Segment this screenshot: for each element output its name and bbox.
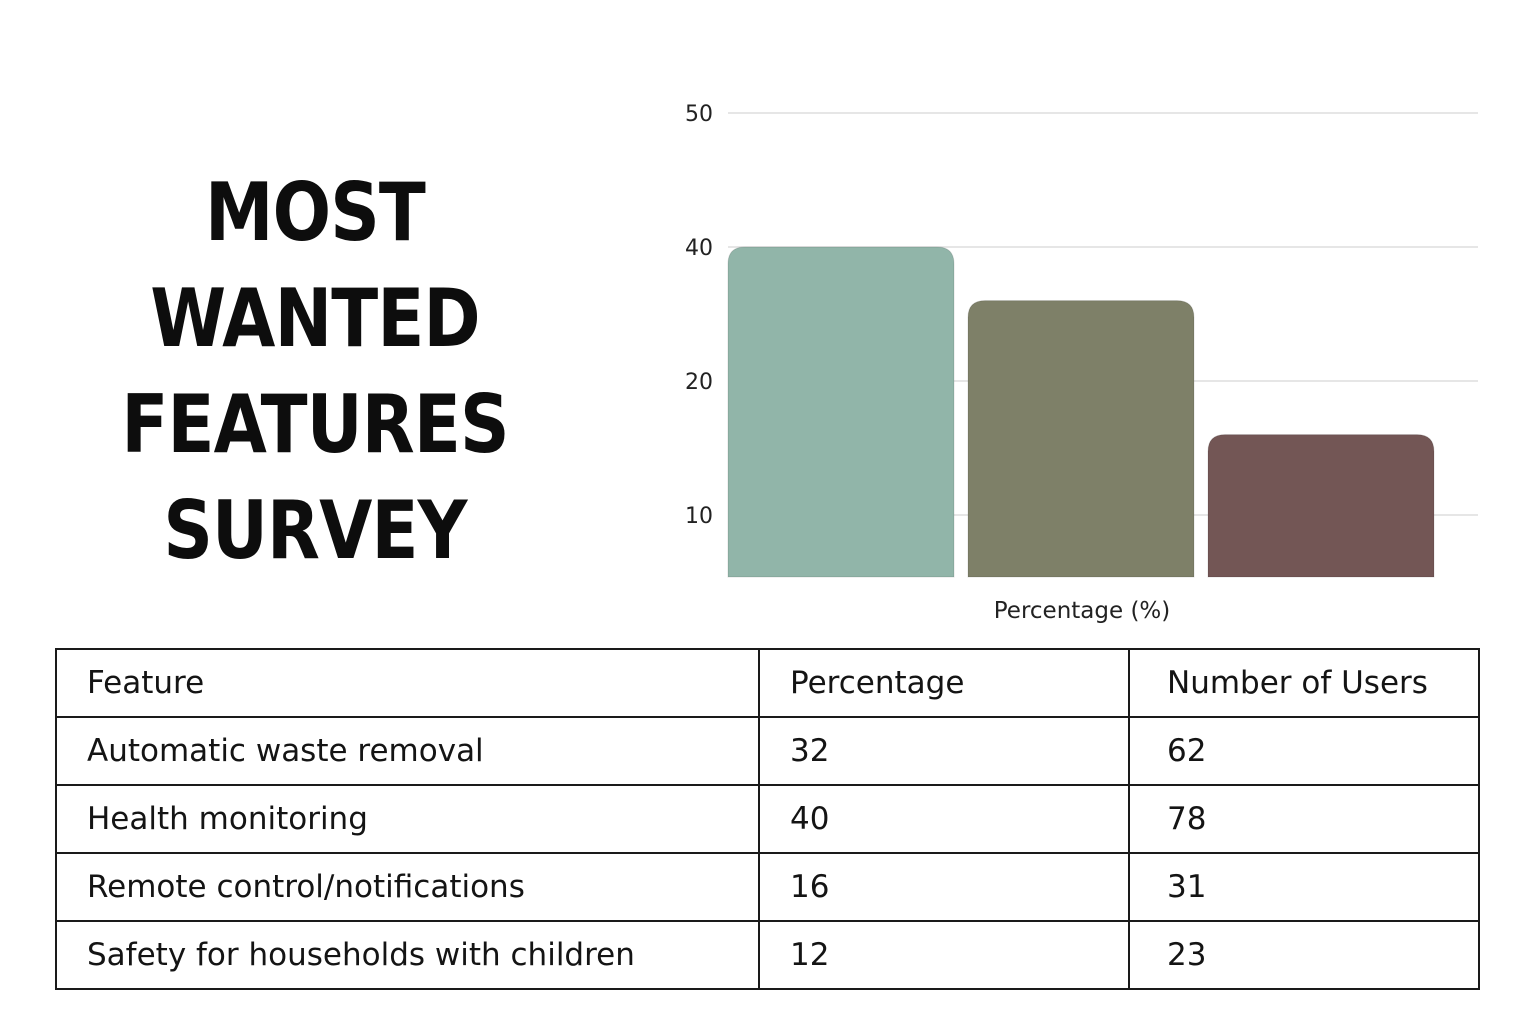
feature-cell: Health monitoring	[55, 784, 760, 854]
title-line: SURVEY	[163, 484, 467, 577]
column-header-feature: Feature	[55, 648, 760, 718]
column-header-users: Number of Users	[1128, 648, 1480, 718]
table-row: Safety for households with children 12 2…	[55, 920, 1480, 990]
y-tick-label: 50	[685, 102, 713, 127]
title-line: MOST	[205, 166, 426, 259]
bar	[727, 246, 955, 578]
y-tick-label: 10	[685, 504, 713, 529]
y-tick-label: 20	[685, 370, 713, 395]
table-row: Health monitoring 40 78	[55, 784, 1480, 854]
title-line: WANTED	[150, 272, 480, 365]
users-cell: 78	[1128, 784, 1480, 854]
features-table: Feature Percentage Number of Users Autom…	[55, 648, 1480, 990]
bars	[727, 246, 1435, 578]
percentage-cell: 12	[758, 920, 1130, 990]
y-tick-label: 40	[685, 236, 713, 261]
table-header-row: Feature Percentage Number of Users	[55, 648, 1480, 718]
feature-cell: Automatic waste removal	[55, 716, 760, 786]
bar	[1207, 434, 1435, 578]
users-cell: 31	[1128, 852, 1480, 922]
feature-cell: Remote control/notifications	[55, 852, 760, 922]
bar-chart: 10 20 40 50 Percentage (%)	[685, 102, 1478, 624]
y-axis-ticks: 10 20 40 50	[685, 102, 713, 529]
title-line: FEATURES	[121, 378, 509, 471]
feature-cell: Safety for households with children	[55, 920, 760, 990]
page-title: MOST WANTED FEATURES SURVEY	[96, 160, 535, 584]
percentage-cell: 32	[758, 716, 1130, 786]
bar	[967, 300, 1195, 578]
percentage-cell: 40	[758, 784, 1130, 854]
table-row: Automatic waste removal 32 62	[55, 716, 1480, 786]
table-row: Remote control/notifications 16 31	[55, 852, 1480, 922]
users-cell: 62	[1128, 716, 1480, 786]
column-header-percentage: Percentage	[758, 648, 1130, 718]
percentage-cell: 16	[758, 852, 1130, 922]
users-cell: 23	[1128, 920, 1480, 990]
x-axis-label: Percentage (%)	[994, 598, 1171, 624]
